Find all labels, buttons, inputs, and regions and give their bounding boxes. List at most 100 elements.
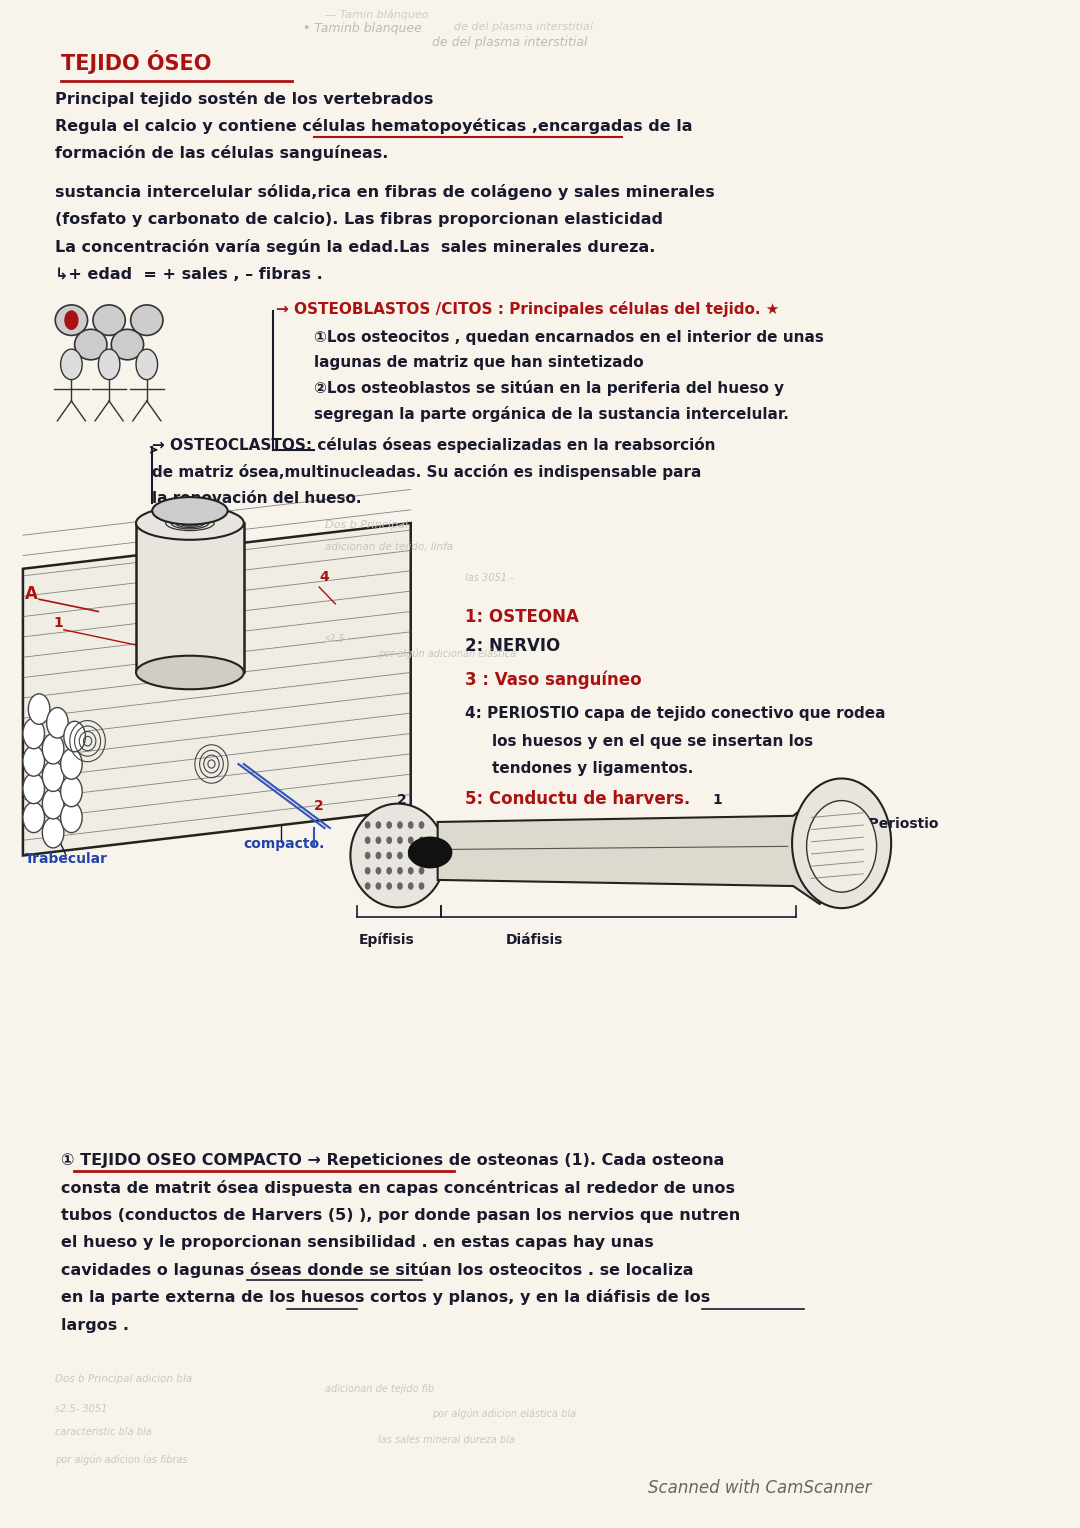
Text: 2: 2 [314, 799, 324, 813]
Circle shape [387, 883, 391, 889]
Circle shape [408, 822, 413, 828]
Circle shape [46, 707, 68, 738]
Circle shape [23, 802, 44, 833]
Circle shape [419, 837, 423, 843]
Text: lagunas de matriz que han sintetizado: lagunas de matriz que han sintetizado [314, 356, 644, 370]
Text: tubos (conductos de Harvers (5) ), por donde pasan los nervios que nutren: tubos (conductos de Harvers (5) ), por d… [60, 1209, 740, 1222]
Circle shape [397, 837, 402, 843]
Circle shape [365, 868, 369, 874]
Text: 4: PERIOSTIO capa de tejido conectivo que rodea: 4: PERIOSTIO capa de tejido conectivo qu… [464, 706, 886, 721]
Ellipse shape [131, 306, 163, 336]
Text: ①Los osteocitos , quedan encarnados en el interior de unas: ①Los osteocitos , quedan encarnados en e… [314, 330, 824, 344]
Circle shape [60, 749, 82, 779]
Text: de del plasma interstitial: de del plasma interstitial [432, 35, 588, 49]
Text: en la parte externa de los huesos cortos y planos, y en la diáfisis de los: en la parte externa de los huesos cortos… [60, 1290, 710, 1305]
Text: s2.5-: s2.5- [325, 634, 349, 643]
Text: la renovación del hueso.: la renovación del hueso. [152, 490, 362, 506]
Circle shape [408, 853, 413, 859]
Circle shape [23, 718, 44, 749]
Text: Regula el calcio y contiene células hematopoyéticas ,encargadas de la: Regula el calcio y contiene células hema… [55, 118, 692, 134]
Circle shape [98, 348, 120, 379]
Circle shape [42, 733, 64, 764]
Circle shape [42, 817, 64, 848]
Circle shape [376, 853, 380, 859]
Circle shape [408, 837, 413, 843]
Text: 1: 1 [53, 616, 63, 630]
Text: de matriz ósea,multinucleadas. Su acción es indispensable para: de matriz ósea,multinucleadas. Su acción… [152, 465, 702, 480]
Circle shape [387, 837, 391, 843]
Ellipse shape [93, 306, 125, 336]
Circle shape [387, 853, 391, 859]
Text: — Tamin blánqueo: — Tamin blánqueo [325, 9, 428, 20]
Text: por algún adicionan elástica: por algún adicionan elástica [378, 649, 516, 659]
Circle shape [365, 883, 369, 889]
Text: 1: OSTEONA: 1: OSTEONA [464, 608, 579, 626]
Circle shape [387, 868, 391, 874]
Ellipse shape [136, 506, 244, 539]
Text: Trabecular: Trabecular [25, 853, 108, 866]
Text: Diáfisis: Diáfisis [505, 934, 563, 947]
Text: cavidades o lagunas óseas donde se sitúan los osteocitos . se localiza: cavidades o lagunas óseas donde se sitúa… [60, 1262, 693, 1277]
Circle shape [397, 822, 402, 828]
Ellipse shape [807, 801, 877, 892]
Circle shape [23, 773, 44, 804]
Text: formación de las células sanguíneas.: formación de las células sanguíneas. [55, 145, 389, 162]
Circle shape [42, 761, 64, 792]
Text: segregan la parte orgánica de la sustancia intercelular.: segregan la parte orgánica de la sustanc… [314, 406, 788, 422]
Circle shape [376, 868, 380, 874]
Text: de del plasma interstitial: de del plasma interstitial [454, 23, 593, 32]
Text: 3 : Vaso sanguíneo: 3 : Vaso sanguíneo [464, 671, 642, 689]
Bar [136, 523, 244, 672]
Text: las 3051.-: las 3051.- [464, 573, 513, 584]
Text: adicionan de tejido, linfa: adicionan de tejido, linfa [325, 542, 453, 553]
Circle shape [136, 348, 158, 379]
Circle shape [60, 802, 82, 833]
Circle shape [397, 853, 402, 859]
Polygon shape [23, 523, 410, 856]
Text: tendones y ligamentos.: tendones y ligamentos. [491, 761, 693, 776]
Text: Dos b Principal: Dos b Principal [325, 520, 407, 530]
Circle shape [408, 868, 413, 874]
Circle shape [65, 312, 78, 330]
Circle shape [376, 883, 380, 889]
Text: largos .: largos . [60, 1317, 129, 1332]
Text: por algún adicion las fibras: por algún adicion las fibras [55, 1455, 188, 1464]
Text: → OSTEOCLASTOS: células óseas especializadas en la reabsorción: → OSTEOCLASTOS: células óseas especializ… [152, 437, 716, 452]
Text: ① TEJIDO OSEO COMPACTO → Repeticiones de osteonas (1). Cada osteona: ① TEJIDO OSEO COMPACTO → Repeticiones de… [60, 1154, 724, 1167]
Circle shape [376, 837, 380, 843]
Circle shape [387, 822, 391, 828]
Text: sustancia intercelular sólida,rica en fibras de colágeno y sales minerales: sustancia intercelular sólida,rica en fi… [55, 183, 715, 200]
Circle shape [42, 788, 64, 819]
Text: consta de matrit ósea dispuesta en capas concéntricas al rededor de unos: consta de matrit ósea dispuesta en capas… [60, 1180, 734, 1195]
Text: ← Periostio: ← Periostio [852, 817, 939, 831]
Text: Scanned with CamScanner: Scanned with CamScanner [648, 1479, 872, 1497]
Ellipse shape [408, 837, 451, 868]
Circle shape [397, 883, 402, 889]
Text: A: A [25, 585, 38, 604]
Text: • Taminb blanquee: • Taminb blanquee [303, 21, 422, 35]
Circle shape [365, 853, 369, 859]
Text: las sales mineral dureza bla: las sales mineral dureza bla [378, 1435, 515, 1444]
Circle shape [64, 721, 85, 752]
Ellipse shape [350, 804, 445, 908]
Text: s2.5- 3051: s2.5- 3051 [55, 1404, 108, 1415]
Text: → OSTEOBLASTOS /CITOS : Principales células del tejido. ★: → OSTEOBLASTOS /CITOS : Principales célu… [276, 301, 780, 316]
Text: compacto.: compacto. [244, 837, 325, 851]
Circle shape [365, 837, 369, 843]
Ellipse shape [75, 330, 107, 359]
Text: Epífisis: Epífisis [359, 932, 415, 947]
Text: los huesos y en el que se insertan los: los huesos y en el que se insertan los [491, 733, 812, 749]
Text: 5: Conductu de harvers.: 5: Conductu de harvers. [464, 790, 690, 808]
Text: TEJIDO ÓSEO: TEJIDO ÓSEO [60, 50, 211, 73]
Text: 2: NERVIO: 2: NERVIO [464, 637, 559, 656]
Text: el hueso y le proporcionan sensibilidad . en estas capas hay unas: el hueso y le proporcionan sensibilidad … [60, 1236, 653, 1250]
Ellipse shape [136, 656, 244, 689]
Text: ②Los osteoblastos se sitúan en la periferia del hueso y: ②Los osteoblastos se sitúan en la perife… [314, 380, 784, 396]
Text: caracteristic bla bla: caracteristic bla bla [55, 1427, 152, 1438]
Ellipse shape [55, 306, 87, 336]
Text: Principal tejido sostén de los vertebrados: Principal tejido sostén de los vertebrad… [55, 90, 434, 107]
Circle shape [397, 868, 402, 874]
Text: Dos b Principal adicion bla: Dos b Principal adicion bla [55, 1374, 192, 1384]
Text: 3: 3 [176, 497, 186, 510]
Text: (fosfato y carbonato de calcio). Las fibras proporcionan elasticidad: (fosfato y carbonato de calcio). Las fib… [55, 212, 663, 228]
